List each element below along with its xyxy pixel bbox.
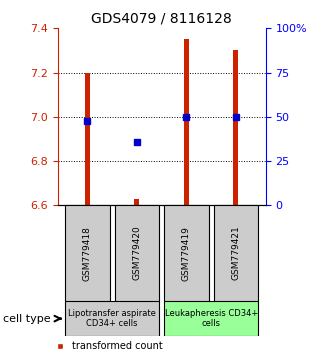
Bar [115, 205, 159, 301]
Text: Lipotransfer aspirate
CD34+ cells: Lipotransfer aspirate CD34+ cells [68, 309, 156, 328]
Bar [184, 39, 189, 205]
Text: cell type: cell type [3, 314, 51, 324]
Text: GSM779421: GSM779421 [231, 226, 241, 280]
Legend: transformed count, percentile rank within the sample: transformed count, percentile rank withi… [56, 341, 237, 354]
Text: Leukapheresis CD34+
cells: Leukapheresis CD34+ cells [165, 309, 258, 328]
Text: GSM779419: GSM779419 [182, 225, 191, 281]
Text: GSM779418: GSM779418 [83, 225, 92, 281]
Bar [85, 73, 90, 205]
Bar [214, 205, 258, 301]
Bar [65, 205, 110, 301]
Bar [134, 199, 139, 205]
Bar [234, 51, 238, 205]
Text: GSM779420: GSM779420 [132, 226, 142, 280]
Bar [164, 301, 258, 336]
Bar [65, 301, 159, 336]
Bar [164, 205, 209, 301]
Title: GDS4079 / 8116128: GDS4079 / 8116128 [91, 12, 232, 26]
